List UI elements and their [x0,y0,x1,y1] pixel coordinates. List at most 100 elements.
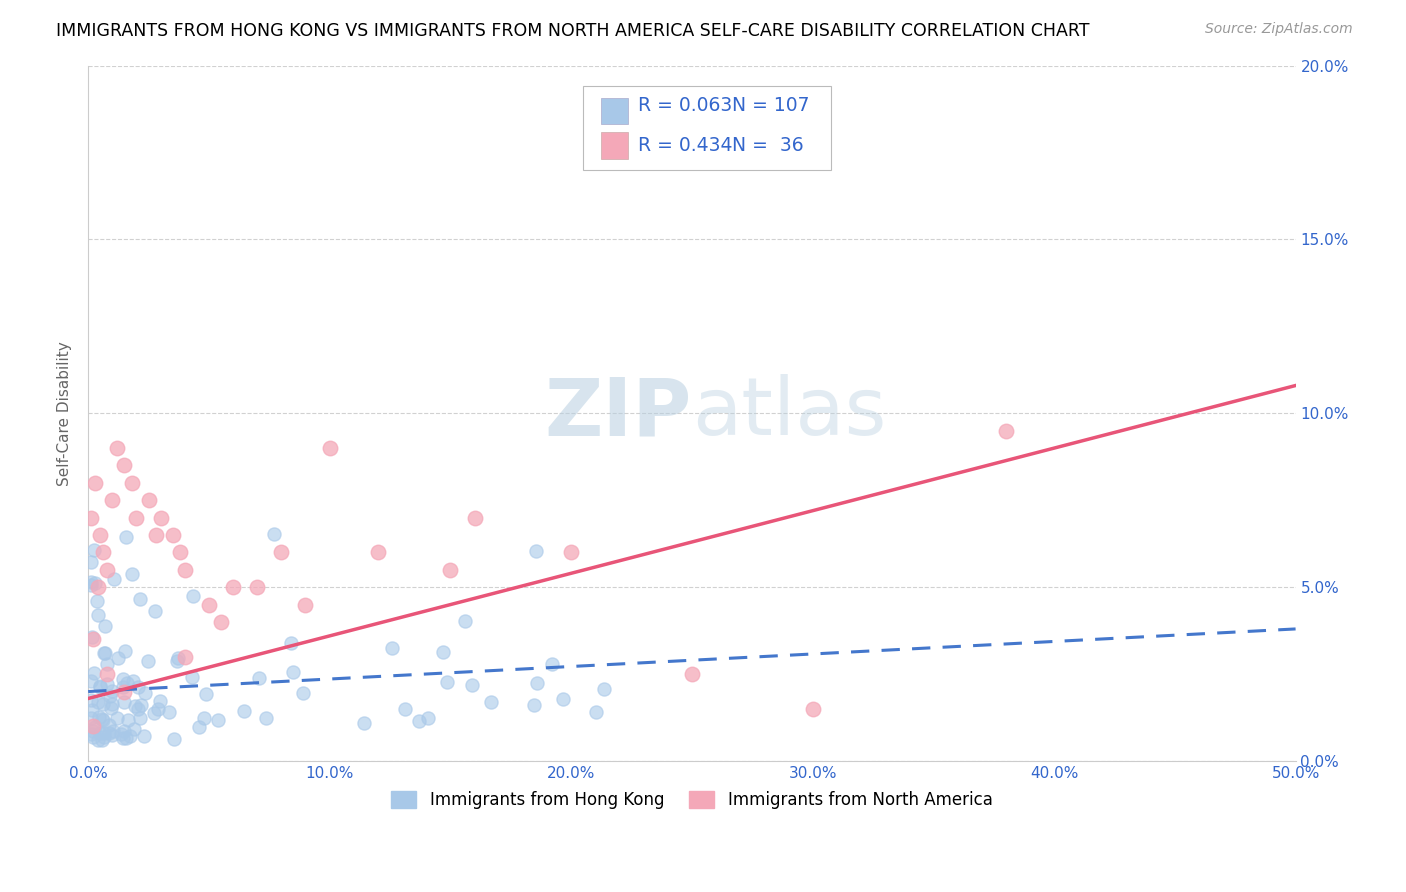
Point [125,510,148,524]
Point [97,718,120,732]
Point [87,709,110,723]
Point [131,698,153,712]
Point [100,701,122,715]
Point [80,630,103,644]
Point [89,680,111,694]
Point [162,528,184,542]
Text: ZIP: ZIP [544,375,692,452]
Point [129,591,152,606]
Point [97,725,120,739]
Point [143,604,166,618]
Point [142,706,165,721]
Point [593,681,616,696]
Point [103,572,125,586]
Point [198,598,221,612]
Point [121,475,143,490]
Point [80,575,103,590]
Point [291,686,314,700]
Point [207,713,229,727]
Point [122,673,145,688]
Point [89,679,111,693]
Point [149,694,172,708]
Point [318,441,340,455]
Point [163,731,186,746]
Point [118,729,141,743]
Point [367,545,389,559]
Point [87,608,110,623]
Point [439,563,461,577]
Text: Source: ZipAtlas.com: Source: ZipAtlas.com [1205,22,1353,37]
Point [124,699,146,714]
Text: N = 107: N = 107 [731,96,810,115]
Point [127,680,149,694]
Point [82,719,104,733]
Point [111,731,134,745]
Point [173,563,195,577]
Point [294,598,316,612]
Point [117,714,139,728]
Point [394,702,416,716]
Point [127,701,149,715]
Point [114,644,136,658]
Point [89,528,111,542]
Point [82,730,104,744]
Point [418,711,440,725]
Point [105,710,128,724]
Point [353,716,375,731]
Point [280,636,302,650]
Point [526,676,548,690]
Point [105,441,128,455]
Point [114,731,136,745]
Legend: Immigrants from Hong Kong, Immigrants from North America: Immigrants from Hong Kong, Immigrants fr… [385,784,1000,815]
Point [96,677,118,691]
Text: atlas: atlas [692,375,886,452]
Point [146,702,169,716]
Point [233,704,256,718]
Point [436,675,458,690]
Bar [602,132,628,159]
Point [479,695,502,709]
Point [454,614,477,628]
Point [173,649,195,664]
Point [129,710,152,724]
Point [94,619,117,633]
Point [193,711,215,725]
Point [381,641,404,656]
Point [107,651,129,665]
Point [464,510,486,524]
Point [79,727,101,741]
Text: R = 0.434: R = 0.434 [637,136,733,155]
Point [96,667,118,681]
Point [187,720,209,734]
Point [84,475,107,490]
Point [83,720,105,734]
Point [98,689,121,703]
Y-axis label: Self-Care Disability: Self-Care Disability [58,341,72,486]
Point [246,580,269,594]
Point [134,686,156,700]
Point [110,727,132,741]
Point [101,698,124,712]
Point [82,723,104,738]
Point [87,733,110,747]
Point [93,646,115,660]
Point [91,732,114,747]
Point [83,576,105,591]
Point [263,527,285,541]
Point [122,722,145,736]
Point [86,594,108,608]
Point [681,667,703,681]
Bar [602,98,628,124]
Point [541,657,564,672]
Point [83,543,105,558]
Point [270,545,292,559]
Point [222,580,245,594]
Point [87,580,110,594]
Point [117,675,139,690]
Point [181,589,204,603]
Point [254,711,277,725]
Point [136,654,159,668]
FancyBboxPatch shape [583,87,831,169]
Point [112,695,135,709]
Point [121,567,143,582]
